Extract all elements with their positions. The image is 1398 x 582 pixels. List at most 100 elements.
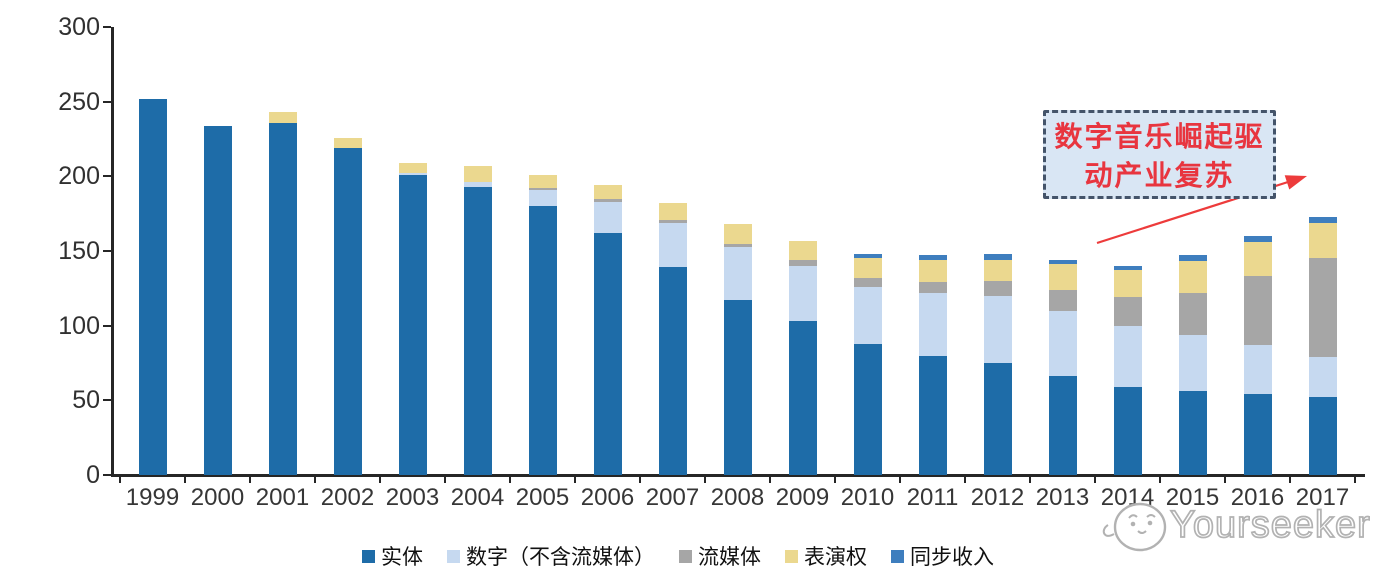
bar-segment-2006: [593, 201, 622, 234]
bar-segment-2013: [1048, 376, 1077, 475]
y-axis-label: 200: [58, 162, 100, 191]
watermark-logo-icon: [1102, 502, 1167, 552]
legend-item: 流媒体: [679, 541, 761, 571]
x-axis-label: 2005: [515, 484, 570, 511]
y-axis-tick: [103, 175, 111, 178]
x-axis-tick: [1289, 476, 1291, 483]
x-axis-label: 1999: [125, 484, 180, 511]
bar-segment-2009: [788, 321, 817, 475]
legend-marker: [679, 549, 692, 563]
bar-segment-2015: [1178, 292, 1207, 335]
legend-marker: [785, 549, 798, 563]
x-axis-label: 2017: [1295, 484, 1350, 511]
legend-label: 实体: [381, 545, 423, 569]
bar-segment-2010: [853, 277, 882, 287]
x-axis-label: 2006: [580, 484, 635, 511]
bar-segment-2014: [1113, 297, 1142, 326]
x-axis-label: 2001: [255, 484, 310, 511]
bar-segment-2005: [528, 189, 557, 207]
x-axis-label: 2011: [906, 484, 959, 511]
bar-segment-2001: [268, 122, 297, 475]
bar-segment-2009: [788, 240, 817, 260]
x-axis-label: 2000: [190, 484, 245, 511]
bar-segment-2010: [853, 286, 882, 344]
bar-segment-2005: [528, 188, 557, 190]
x-axis-label: 2013: [1035, 484, 1090, 511]
bar-segment-2007: [658, 267, 687, 475]
bar-segment-2014: [1113, 265, 1142, 271]
bar-segment-2010: [853, 253, 882, 259]
x-axis-tick: [769, 476, 771, 483]
x-axis-label: 2003: [385, 484, 440, 511]
bar-segment-2012: [983, 363, 1012, 475]
x-axis-tick: [574, 476, 576, 483]
bar-segment-2012: [983, 295, 1012, 363]
y-axis-tick: [103, 474, 111, 476]
x-axis-label: 2004: [450, 484, 505, 511]
bar-segment-2006: [593, 233, 622, 475]
annotation-callout: 数字音乐崛起驱 动产业复苏: [1043, 110, 1276, 199]
bar-segment-2013: [1048, 259, 1077, 265]
x-axis-tick: [249, 476, 251, 483]
bar-segment-2003: [398, 162, 427, 174]
bar-segment-1999: [138, 98, 167, 475]
x-axis-label: 2007: [645, 484, 700, 511]
x-axis-tick: [1159, 476, 1161, 483]
y-axis-tick: [103, 399, 111, 402]
legend-label: 数字（不含流媒体）: [466, 545, 655, 569]
legend-item: 同步收入: [891, 541, 994, 571]
y-axis-label: 150: [58, 237, 100, 265]
legend-label: 表演权: [804, 545, 867, 569]
bar-segment-2016: [1243, 236, 1272, 243]
bar-segment-2011: [918, 255, 947, 260]
legend-marker: [891, 549, 904, 563]
y-axis-label: 300: [58, 13, 100, 41]
bar-segment-2008: [723, 224, 752, 244]
x-axis-tick: [444, 476, 446, 483]
bar-segment-2017: [1308, 397, 1337, 475]
y-axis-tick: [103, 250, 111, 252]
bar-segment-2016: [1243, 276, 1272, 346]
x-axis-tick: [1224, 476, 1226, 483]
legend-label: 流媒体: [698, 545, 761, 569]
bar-segment-2015: [1178, 261, 1207, 293]
bar-segment-2015: [1178, 334, 1207, 392]
bar-segment-2009: [788, 259, 817, 266]
bar-segment-2006: [593, 185, 622, 199]
bar-segment-2012: [983, 253, 1012, 260]
bar-segment-2007: [658, 219, 687, 223]
y-axis-label: 50: [72, 386, 100, 415]
bar-segment-2014: [1113, 270, 1142, 298]
x-axis-tick: [1094, 476, 1096, 483]
x-axis-tick: [834, 476, 836, 483]
legend-marker: [362, 549, 375, 563]
bar-segment-2017: [1308, 216, 1337, 223]
x-axis-tick: [899, 476, 901, 483]
x-axis-label: 2015: [1165, 484, 1220, 511]
x-axis-label: 2009: [775, 484, 830, 511]
x-axis-tick: [119, 476, 121, 483]
bar-segment-2013: [1048, 289, 1077, 311]
annotation-text-line1: 数字音乐崛起驱: [1054, 122, 1265, 153]
bar-segment-2010: [853, 343, 882, 475]
x-axis-label: 2008: [710, 484, 765, 511]
y-axis-tick: [103, 100, 111, 103]
bar-segment-2012: [983, 280, 1012, 296]
x-axis-tick: [704, 476, 706, 483]
y-axis-label: 250: [58, 87, 100, 116]
bar-segment-2008: [723, 300, 752, 475]
bar-segment-2014: [1113, 386, 1142, 475]
bar-segment-2007: [658, 203, 687, 220]
bar-segment-2004: [463, 186, 492, 475]
bar-segment-2008: [723, 243, 752, 247]
y-axis-tick: [103, 26, 111, 28]
x-axis-tick: [639, 476, 641, 483]
bar-segment-2015: [1178, 255, 1207, 262]
x-axis-tick: [1029, 476, 1031, 483]
bar-segment-2011: [918, 355, 947, 475]
bar-segment-2017: [1308, 222, 1337, 259]
bar-segment-2006: [593, 198, 622, 202]
x-axis-tick: [379, 476, 381, 483]
x-axis-tick: [509, 476, 511, 483]
